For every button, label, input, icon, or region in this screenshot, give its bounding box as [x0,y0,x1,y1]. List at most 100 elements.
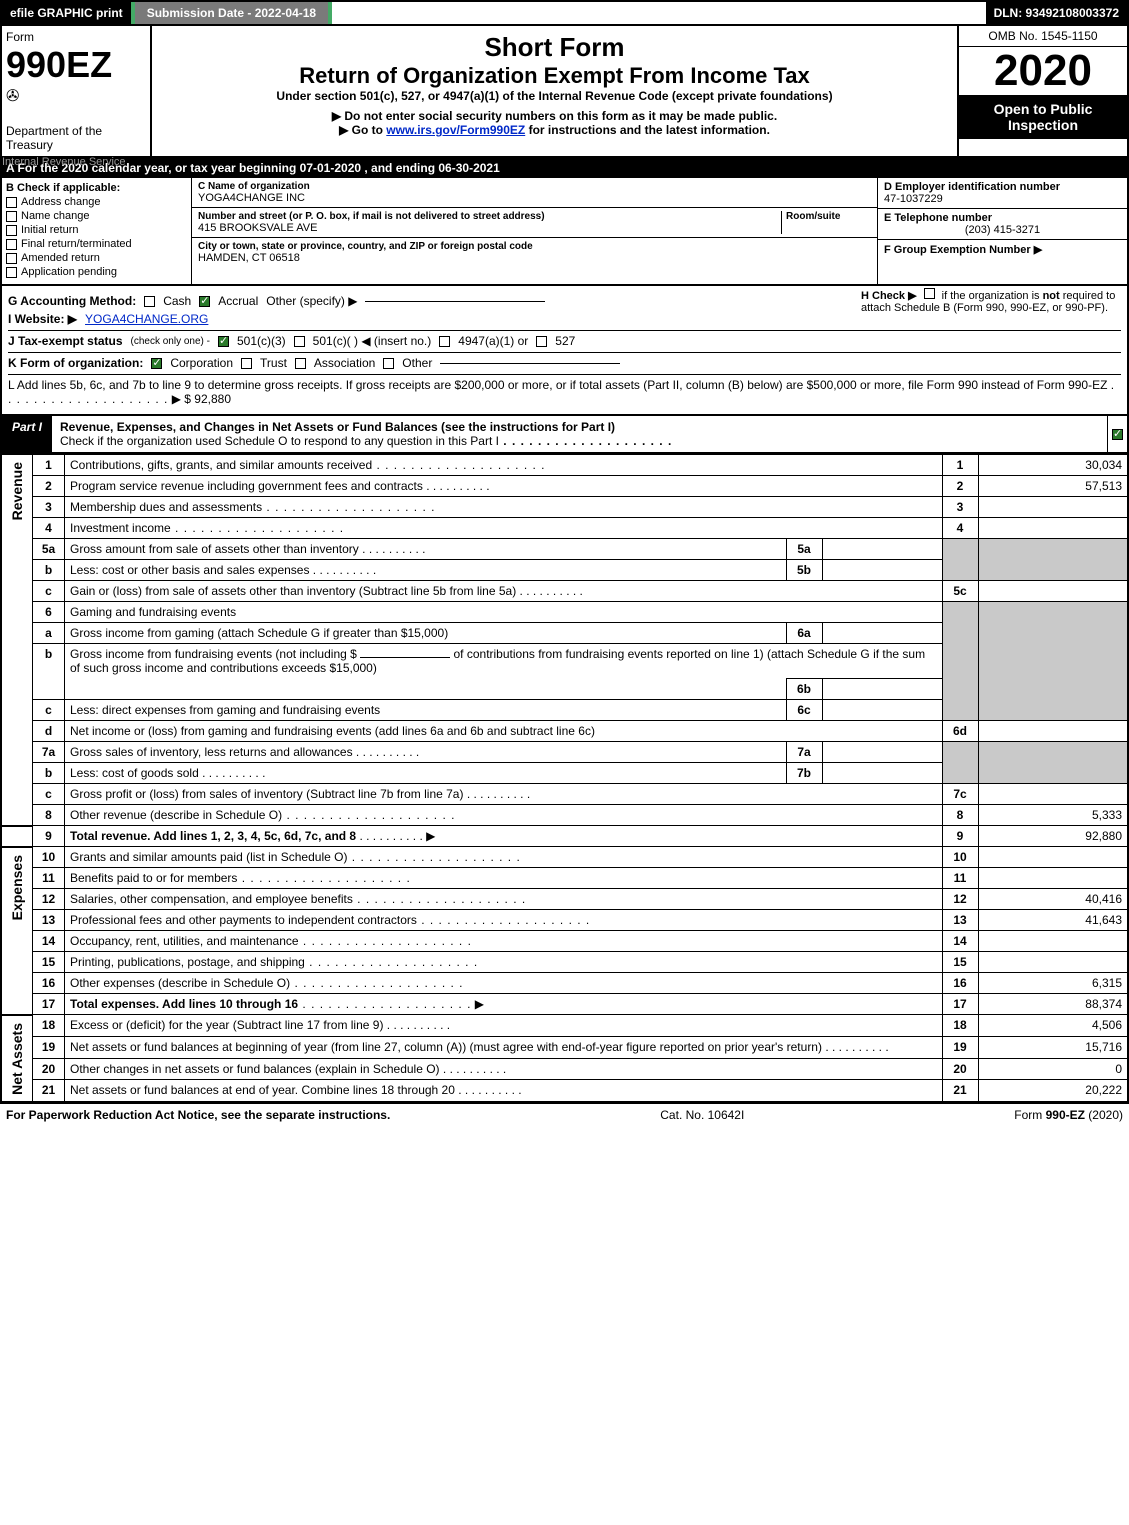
checkbox-4947[interactable] [439,336,450,347]
submission-date-label: Submission Date - 2022-04-18 [131,2,332,24]
side-revenue: Revenue [7,458,27,524]
line-13-box: 13 [942,910,978,931]
label-i: I Website: ▶ [8,312,77,326]
line-6d-no: d [33,721,65,742]
line-14-box: 14 [942,931,978,952]
shade-7 [942,742,978,784]
checkbox-other-form[interactable] [383,358,394,369]
line-3-desc: Membership dues and assessments [70,500,262,514]
checkbox-association[interactable] [295,358,306,369]
line-1-box: 1 [942,455,978,476]
omb-number: OMB No. 1545-1150 [959,26,1127,47]
checkbox-schedule-o[interactable] [1112,429,1123,440]
line-9-box: 9 [942,826,978,847]
label-g: G Accounting Method: [8,294,136,308]
line-6a-sub: 6a [786,623,822,644]
checkbox-501c3[interactable] [218,336,229,347]
meta-block: G Accounting Method: Cash Accrual Other … [0,286,1129,416]
checkbox-final-return[interactable] [6,239,17,250]
checkbox-address-change[interactable] [6,197,17,208]
goto-text: ▶ Go to www.irs.gov/Form990EZ for instru… [158,123,951,137]
irs-link[interactable]: www.irs.gov/Form990EZ [386,123,525,137]
line-5a-no: 5a [33,539,65,560]
other-method-input[interactable] [365,301,545,302]
line-4-amount [978,518,1128,539]
period-text: A For the 2020 calendar year, or tax yea… [6,161,500,175]
line-7c-no: c [33,784,65,805]
line-7a-sub: 7a [786,742,822,763]
label-name-change: Name change [21,210,90,222]
line-10-desc: Grants and similar amounts paid (list in… [70,850,347,864]
arrow-icon: ▶ [475,997,484,1011]
checkbox-initial-return[interactable] [6,225,17,236]
line-7b-sub: 7b [786,763,822,784]
dept-label: Department of the Treasury [6,124,146,152]
other-form-input[interactable] [440,363,620,364]
line-21-amount: 20,222 [978,1080,1128,1102]
org-address: 415 BROOKSVALE AVE [198,222,781,234]
line-6c-val [822,700,942,721]
footer: For Paperwork Reduction Act Notice, see … [0,1103,1129,1126]
part1-tag: Part I [2,416,52,452]
line-16-no: 16 [33,973,65,994]
open-to-public: Open to Public Inspection [959,95,1127,139]
line-8-amount: 5,333 [978,805,1128,826]
website-link[interactable]: YOGA4CHANGE.ORG [85,312,208,326]
line-6b-blank[interactable] [360,657,450,658]
line-14-no: 14 [33,931,65,952]
checkbox-527[interactable] [536,336,547,347]
line-7b-desc: Less: cost of goods sold [70,766,199,780]
line-3-box: 3 [942,497,978,518]
line-6c-desc: Less: direct expenses from gaming and fu… [65,700,787,721]
ein-value: 47-1037229 [884,193,1121,205]
label-application-pending: Application pending [21,266,117,278]
line-19-box: 19 [942,1036,978,1058]
header-right-cell: OMB No. 1545-1150 2020 Open to Public In… [957,26,1127,156]
line-5c-box: 5c [942,581,978,602]
line-5b-val [822,560,942,581]
line-14-desc: Occupancy, rent, utilities, and maintena… [70,934,299,948]
line-19-desc: Net assets or fund balances at beginning… [70,1040,822,1054]
line-20-no: 20 [33,1058,65,1080]
checkbox-name-change[interactable] [6,211,17,222]
line-9-desc: Total revenue. Add lines 1, 2, 3, 4, 5c,… [70,829,356,843]
checkbox-amended-return[interactable] [6,253,17,264]
row-i: I Website: ▶ YOGA4CHANGE.ORG [8,312,1121,326]
line-12-no: 12 [33,889,65,910]
shade-5 [942,539,978,581]
checkbox-corporation[interactable] [151,358,162,369]
label-accrual: Accrual [218,294,258,308]
header-left-cell: Form 990EZ ✇ Department of the Treasury [2,26,152,156]
checkbox-501c[interactable] [294,336,305,347]
checkbox-accrual[interactable] [199,296,210,307]
j-sub: (check only one) - [131,336,210,347]
line-19-amount: 15,716 [978,1036,1128,1058]
line-6-desc: Gaming and fundraising events [65,602,943,623]
line-18-box: 18 [942,1015,978,1037]
line-13-amount: 41,643 [978,910,1128,931]
label-501c: 501(c)( ) ◀ (insert no.) [313,334,432,348]
period-bar: Internal Revenue Service A For the 2020 … [0,158,1129,178]
line-6c-sub: 6c [786,700,822,721]
checkbox-application-pending[interactable] [6,267,17,278]
line-10-amount [978,847,1128,868]
shade-6-amt [978,602,1128,721]
line-16-box: 16 [942,973,978,994]
label-501c3: 501(c)(3) [237,334,286,348]
line-21-box: 21 [942,1080,978,1102]
line-9-no: 9 [33,826,65,847]
ssn-warning: ▶ Do not enter social security numbers o… [158,109,951,123]
line-8-box: 8 [942,805,978,826]
label-k: K Form of organization: [8,356,143,370]
line-12-desc: Salaries, other compensation, and employ… [70,892,353,906]
form-ref: Form 990-EZ (2020) [1014,1108,1123,1122]
line-6a-desc: Gross income from gaming (attach Schedul… [65,623,787,644]
checkbox-trust[interactable] [241,358,252,369]
checkbox-cash[interactable] [144,296,155,307]
efile-print-label: efile GRAPHIC print [2,2,131,24]
line-6d-box: 6d [942,721,978,742]
checkbox-h[interactable] [924,288,935,299]
box-b: B Check if applicable: Address change Na… [2,178,192,284]
info-grid: B Check if applicable: Address change Na… [0,178,1129,286]
line-15-amount [978,952,1128,973]
